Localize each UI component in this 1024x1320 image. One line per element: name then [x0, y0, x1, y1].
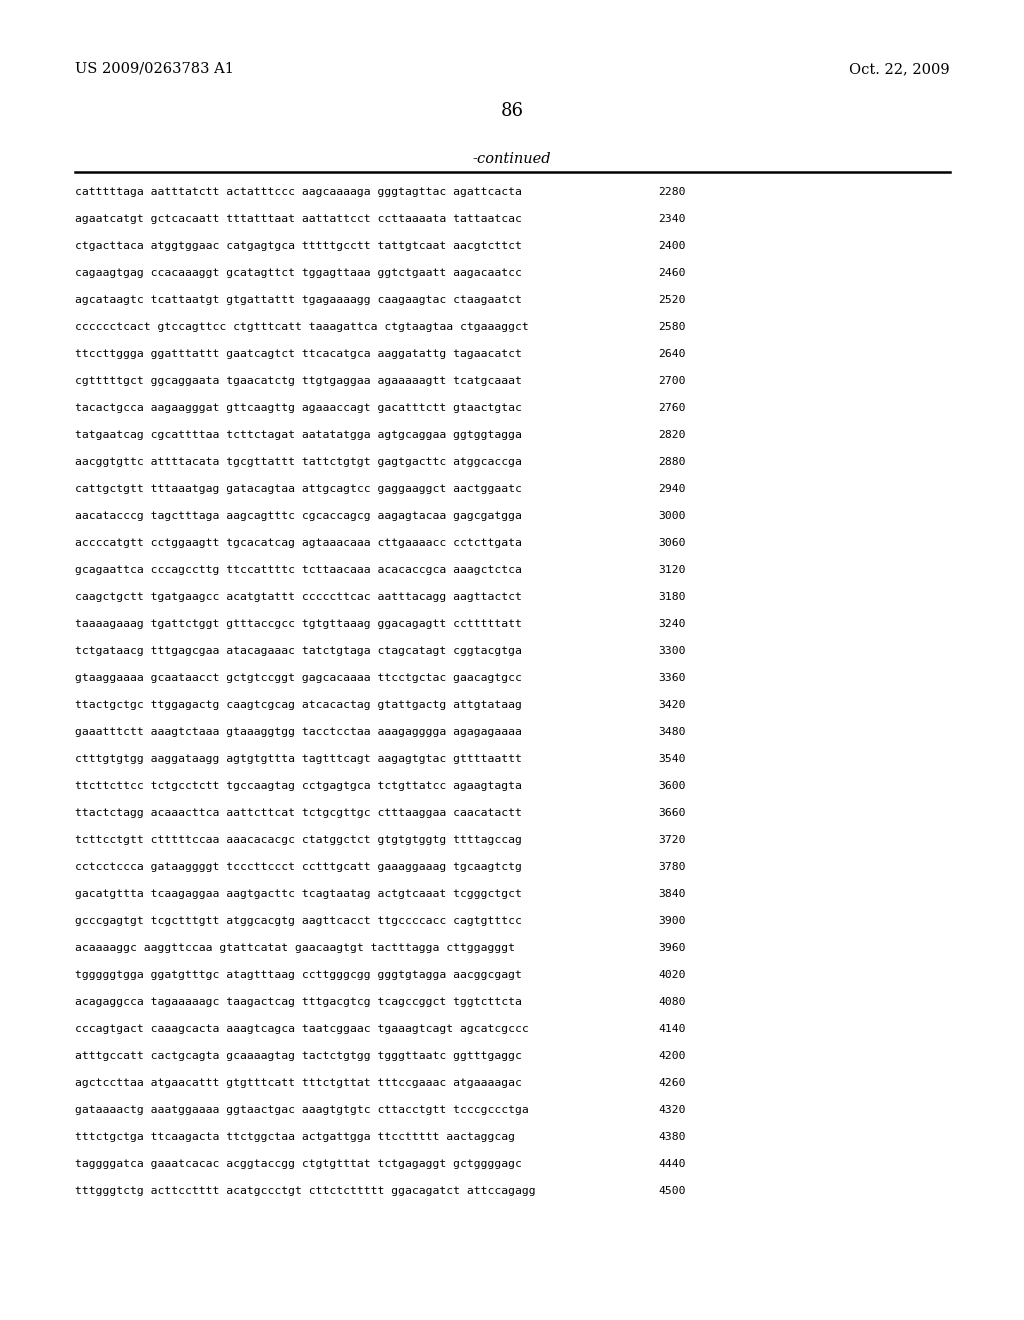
Text: cagaagtgag ccacaaaggt gcatagttct tggagttaaa ggtctgaatt aagacaatcc: cagaagtgag ccacaaaggt gcatagttct tggagtt…	[75, 268, 522, 279]
Text: cccagtgact caaagcacta aaagtcagca taatcggaac tgaaagtcagt agcatcgccc: cccagtgact caaagcacta aaagtcagca taatcgg…	[75, 1024, 528, 1034]
Text: 2520: 2520	[658, 294, 685, 305]
Text: 4140: 4140	[658, 1024, 685, 1034]
Text: 3660: 3660	[658, 808, 685, 818]
Text: gcagaattca cccagccttg ttccattttc tcttaacaaa acacaccgca aaagctctca: gcagaattca cccagccttg ttccattttc tcttaac…	[75, 565, 522, 576]
Text: cctcctccca gataaggggt tcccttccct cctttgcatt gaaaggaaag tgcaagtctg: cctcctccca gataaggggt tcccttccct cctttgc…	[75, 862, 522, 873]
Text: 2700: 2700	[658, 376, 685, 385]
Text: ttactgctgc ttggagactg caagtcgcag atcacactag gtattgactg attgtataag: ttactgctgc ttggagactg caagtcgcag atcacac…	[75, 700, 522, 710]
Text: 4200: 4200	[658, 1051, 685, 1061]
Text: cccccctcact gtccagttcc ctgtttcatt taaagattca ctgtaagtaa ctgaaaggct: cccccctcact gtccagttcc ctgtttcatt taaaga…	[75, 322, 528, 333]
Text: tatgaatcag cgcattttaa tcttctagat aatatatgga agtgcaggaa ggtggtagga: tatgaatcag cgcattttaa tcttctagat aatatat…	[75, 430, 522, 440]
Text: aacggtgttc attttacata tgcgttattt tattctgtgt gagtgacttc atggcaccga: aacggtgttc attttacata tgcgttattt tattctg…	[75, 457, 522, 467]
Text: 3120: 3120	[658, 565, 685, 576]
Text: caagctgctt tgatgaagcc acatgtattt cccccttcac aatttacagg aagttactct: caagctgctt tgatgaagcc acatgtattt ccccctt…	[75, 591, 522, 602]
Text: ctgacttaca atggtggaac catgagtgca tttttgcctt tattgtcaat aacgtcttct: ctgacttaca atggtggaac catgagtgca tttttgc…	[75, 242, 522, 251]
Text: 3840: 3840	[658, 888, 685, 899]
Text: 2460: 2460	[658, 268, 685, 279]
Text: tacactgcca aagaagggat gttcaagttg agaaaccagt gacatttctt gtaactgtac: tacactgcca aagaagggat gttcaagttg agaaacc…	[75, 403, 522, 413]
Text: atttgccatt cactgcagta gcaaaagtag tactctgtgg tgggttaatc ggtttgaggc: atttgccatt cactgcagta gcaaaagtag tactctg…	[75, 1051, 522, 1061]
Text: 2940: 2940	[658, 484, 685, 494]
Text: 2880: 2880	[658, 457, 685, 467]
Text: cattgctgtt tttaaatgag gatacagtaa attgcagtcc gaggaaggct aactggaatc: cattgctgtt tttaaatgag gatacagtaa attgcag…	[75, 484, 522, 494]
Text: 3060: 3060	[658, 539, 685, 548]
Text: gaaatttctt aaagtctaaa gtaaaggtgg tacctcctaa aaagagggga agagagaaaa: gaaatttctt aaagtctaaa gtaaaggtgg tacctcc…	[75, 727, 522, 737]
Text: 4260: 4260	[658, 1078, 685, 1088]
Text: 4080: 4080	[658, 997, 685, 1007]
Text: 4320: 4320	[658, 1105, 685, 1115]
Text: 3240: 3240	[658, 619, 685, 630]
Text: 3900: 3900	[658, 916, 685, 927]
Text: aacatacccg tagctttaga aagcagtttc cgcaccagcg aagagtacaa gagcgatgga: aacatacccg tagctttaga aagcagtttc cgcacca…	[75, 511, 522, 521]
Text: gataaaactg aaatggaaaa ggtaactgac aaagtgtgtc cttacctgtt tcccgccctga: gataaaactg aaatggaaaa ggtaactgac aaagtgt…	[75, 1105, 528, 1115]
Text: ttcttcttcc tctgcctctt tgccaagtag cctgagtgca tctgttatcc agaagtagta: ttcttcttcc tctgcctctt tgccaagtag cctgagt…	[75, 781, 522, 791]
Text: 3180: 3180	[658, 591, 685, 602]
Text: 3540: 3540	[658, 754, 685, 764]
Text: gcccgagtgt tcgctttgtt atggcacgtg aagttcacct ttgccccacc cagtgtttcc: gcccgagtgt tcgctttgtt atggcacgtg aagttca…	[75, 916, 522, 927]
Text: 3960: 3960	[658, 942, 685, 953]
Text: 2640: 2640	[658, 348, 685, 359]
Text: gtaaggaaaa gcaataacct gctgtccggt gagcacaaaa ttcctgctac gaacagtgcc: gtaaggaaaa gcaataacct gctgtccggt gagcaca…	[75, 673, 522, 682]
Text: 4380: 4380	[658, 1133, 685, 1142]
Text: cgtttttgct ggcaggaata tgaacatctg ttgtgaggaa agaaaaagtt tcatgcaaat: cgtttttgct ggcaggaata tgaacatctg ttgtgag…	[75, 376, 522, 385]
Text: tcttcctgtt ctttttccaa aaacacacgc ctatggctct gtgtgtggtg ttttagccag: tcttcctgtt ctttttccaa aaacacacgc ctatggc…	[75, 836, 522, 845]
Text: 86: 86	[501, 102, 523, 120]
Text: acagaggcca tagaaaaagc taagactcag tttgacgtcg tcagccggct tggtcttcta: acagaggcca tagaaaaagc taagactcag tttgacg…	[75, 997, 522, 1007]
Text: taggggatca gaaatcacac acggtaccgg ctgtgtttat tctgagaggt gctggggagc: taggggatca gaaatcacac acggtaccgg ctgtgtt…	[75, 1159, 522, 1170]
Text: 2820: 2820	[658, 430, 685, 440]
Text: taaaagaaag tgattctggt gtttaccgcc tgtgttaaag ggacagagtt cctttttatt: taaaagaaag tgattctggt gtttaccgcc tgtgtta…	[75, 619, 522, 630]
Text: -continued: -continued	[473, 152, 551, 166]
Text: 3420: 3420	[658, 700, 685, 710]
Text: 3780: 3780	[658, 862, 685, 873]
Text: catttttaga aatttatctt actatttccc aagcaaaaga gggtagttac agattcacta: catttttaga aatttatctt actatttccc aagcaaa…	[75, 187, 522, 197]
Text: 2340: 2340	[658, 214, 685, 224]
Text: accccatgtt cctggaagtt tgcacatcag agtaaacaaa cttgaaaacc cctcttgata: accccatgtt cctggaagtt tgcacatcag agtaaac…	[75, 539, 522, 548]
Text: tttctgctga ttcaagacta ttctggctaa actgattgga ttccttttt aactaggcag: tttctgctga ttcaagacta ttctggctaa actgatt…	[75, 1133, 515, 1142]
Text: 2400: 2400	[658, 242, 685, 251]
Text: agcataagtc tcattaatgt gtgattattt tgagaaaagg caagaagtac ctaagaatct: agcataagtc tcattaatgt gtgattattt tgagaaa…	[75, 294, 522, 305]
Text: ttccttggga ggatttattt gaatcagtct ttcacatgca aaggatattg tagaacatct: ttccttggga ggatttattt gaatcagtct ttcacat…	[75, 348, 522, 359]
Text: 2580: 2580	[658, 322, 685, 333]
Text: agaatcatgt gctcacaatt tttatttaat aattattcct ccttaaaata tattaatcac: agaatcatgt gctcacaatt tttatttaat aattatt…	[75, 214, 522, 224]
Text: 3000: 3000	[658, 511, 685, 521]
Text: 3600: 3600	[658, 781, 685, 791]
Text: tgggggtgga ggatgtttgc atagtttaag ccttgggcgg gggtgtagga aacggcgagt: tgggggtgga ggatgtttgc atagtttaag ccttggg…	[75, 970, 522, 979]
Text: 2280: 2280	[658, 187, 685, 197]
Text: 3480: 3480	[658, 727, 685, 737]
Text: ttactctagg acaaacttca aattcttcat tctgcgttgc ctttaaggaa caacatactt: ttactctagg acaaacttca aattcttcat tctgcgt…	[75, 808, 522, 818]
Text: 4500: 4500	[658, 1185, 685, 1196]
Text: agctccttaa atgaacattt gtgtttcatt tttctgttat tttccgaaac atgaaaagac: agctccttaa atgaacattt gtgtttcatt tttctgt…	[75, 1078, 522, 1088]
Text: ctttgtgtgg aaggataagg agtgtgttta tagtttcagt aagagtgtac gttttaattt: ctttgtgtgg aaggataagg agtgtgttta tagtttc…	[75, 754, 522, 764]
Text: tctgataacg tttgagcgaa atacagaaac tatctgtaga ctagcatagt cggtacgtga: tctgataacg tttgagcgaa atacagaaac tatctgt…	[75, 645, 522, 656]
Text: 3300: 3300	[658, 645, 685, 656]
Text: tttgggtctg acttcctttt acatgccctgt cttctcttttt ggacagatct attccagagg: tttgggtctg acttcctttt acatgccctgt cttctc…	[75, 1185, 536, 1196]
Text: gacatgttta tcaagaggaa aagtgacttc tcagtaatag actgtcaaat tcgggctgct: gacatgttta tcaagaggaa aagtgacttc tcagtaa…	[75, 888, 522, 899]
Text: 2760: 2760	[658, 403, 685, 413]
Text: 3360: 3360	[658, 673, 685, 682]
Text: 4440: 4440	[658, 1159, 685, 1170]
Text: acaaaaggc aaggttccaa gtattcatat gaacaagtgt tactttagga cttggagggt: acaaaaggc aaggttccaa gtattcatat gaacaagt…	[75, 942, 515, 953]
Text: 3720: 3720	[658, 836, 685, 845]
Text: 4020: 4020	[658, 970, 685, 979]
Text: Oct. 22, 2009: Oct. 22, 2009	[849, 62, 950, 77]
Text: US 2009/0263783 A1: US 2009/0263783 A1	[75, 62, 233, 77]
